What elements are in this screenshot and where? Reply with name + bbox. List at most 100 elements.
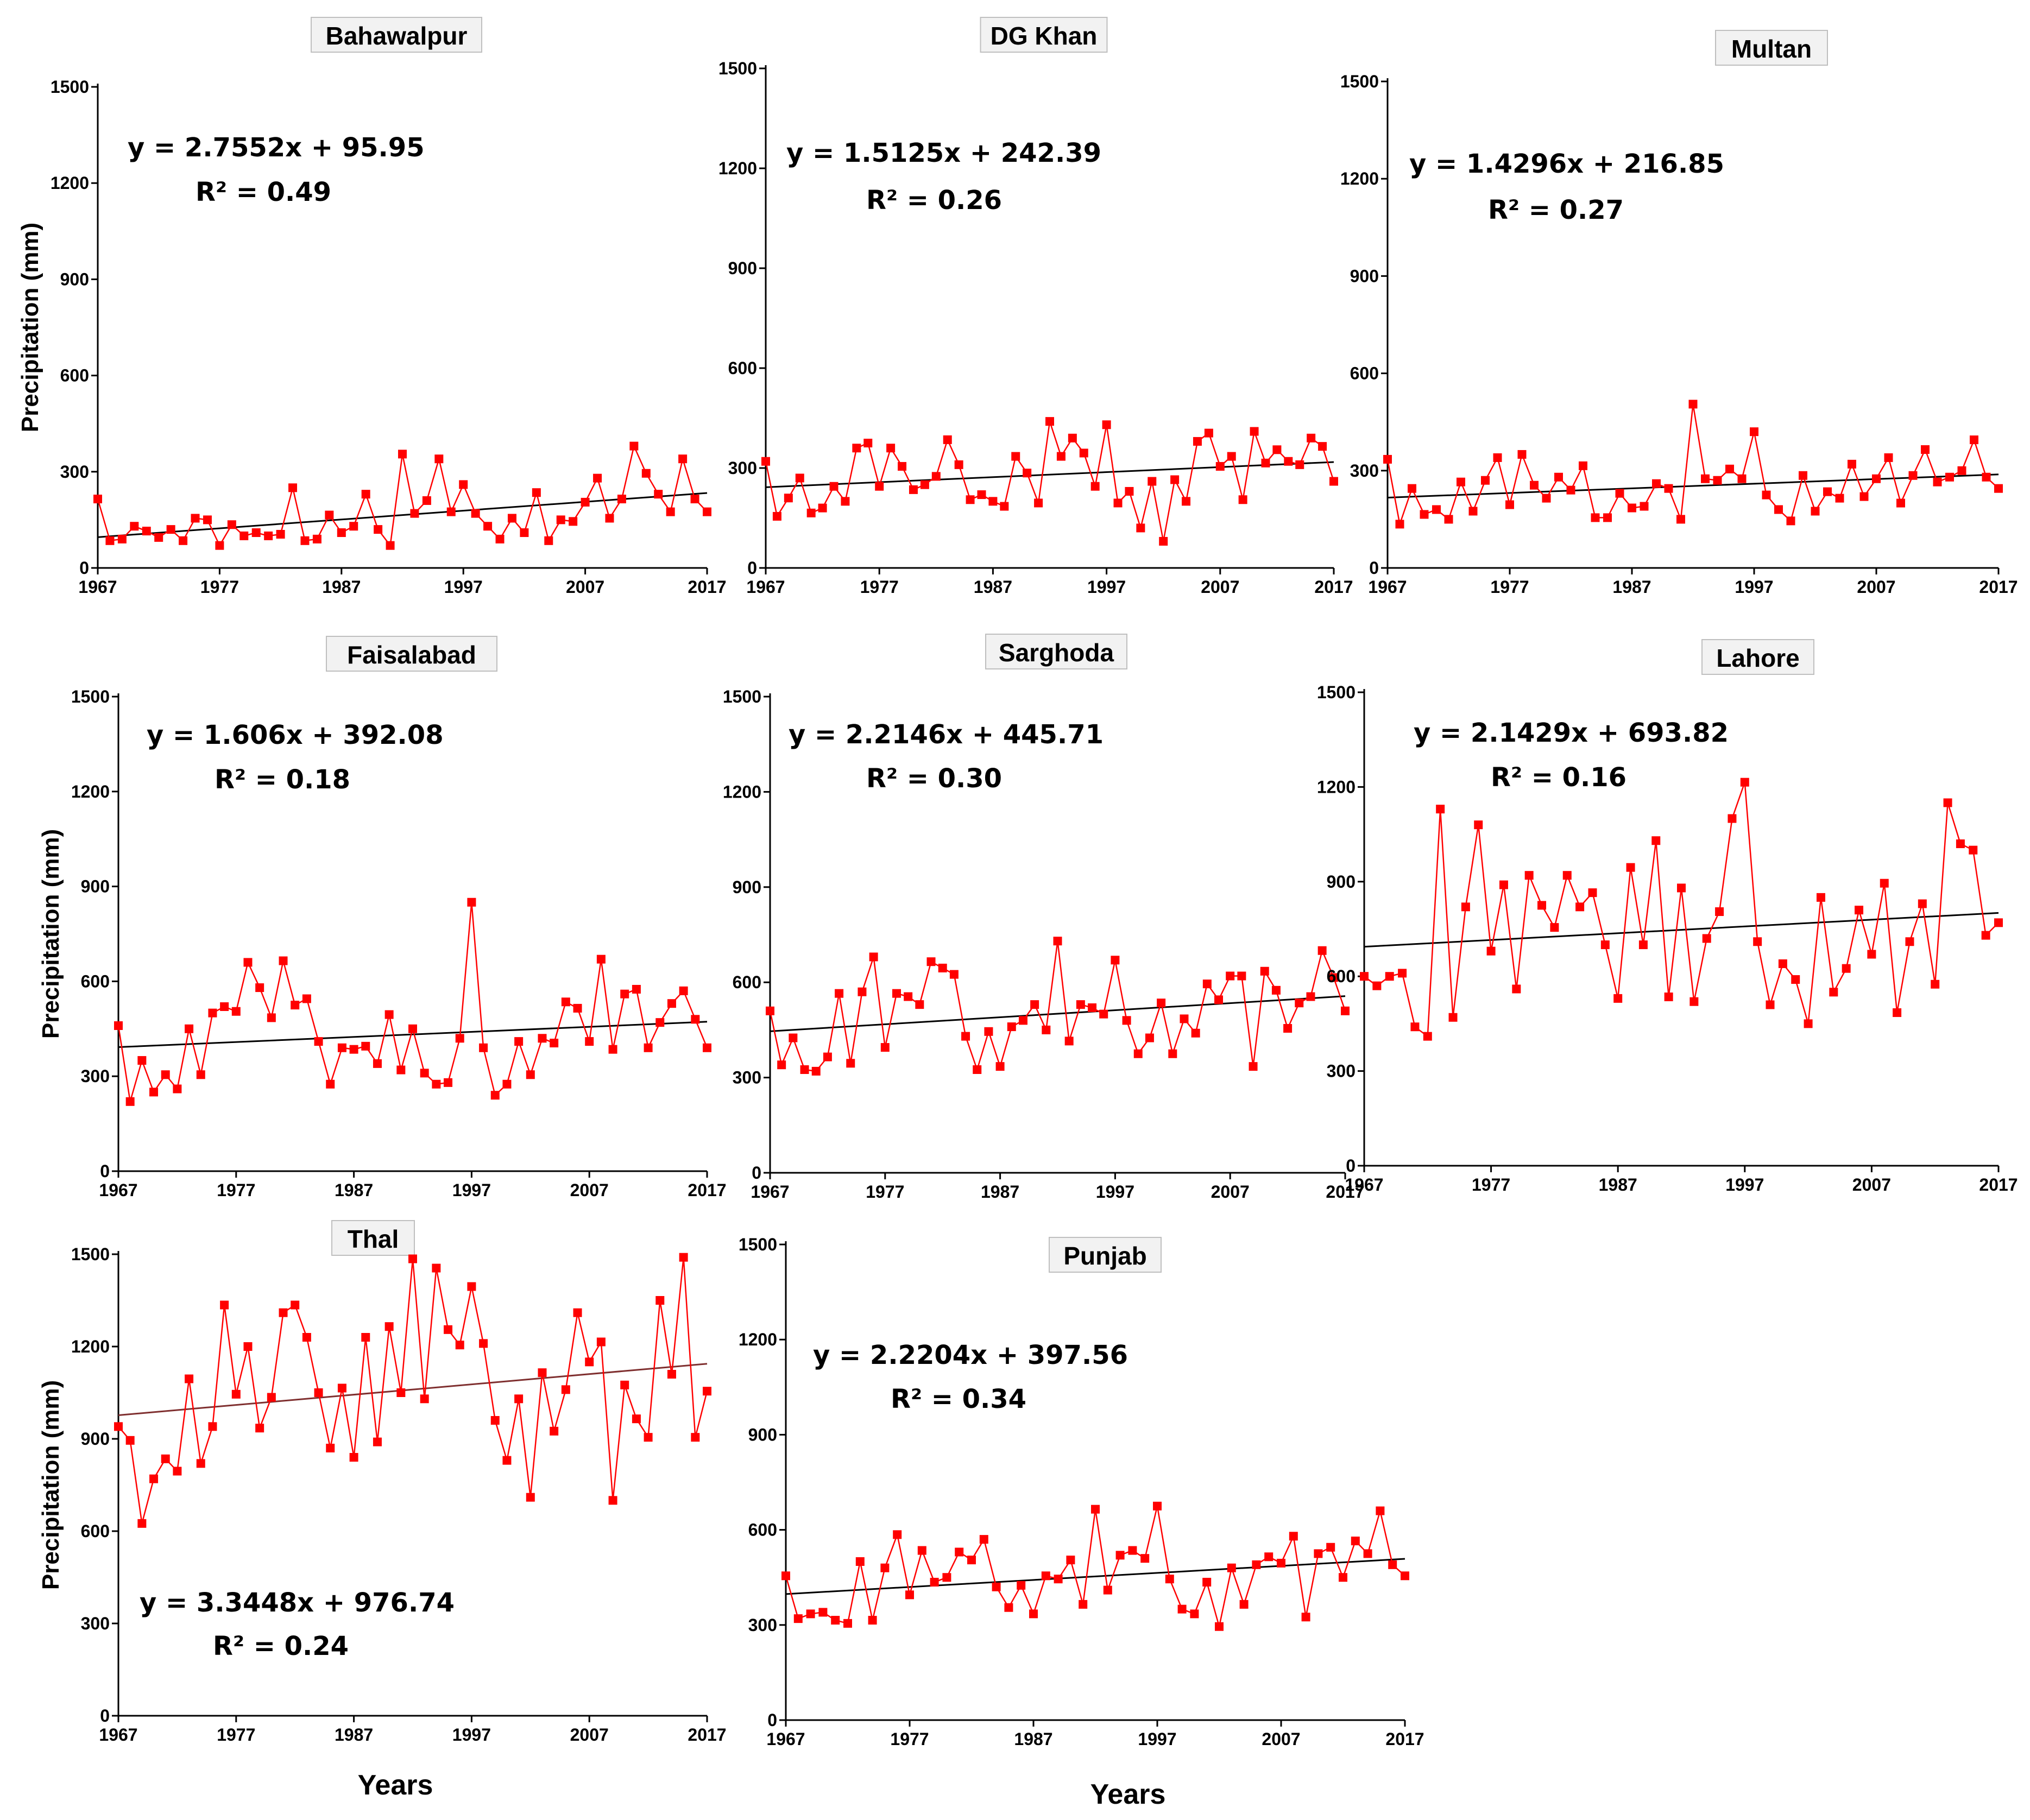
data-point: [1628, 503, 1636, 513]
trend-line: [765, 461, 1334, 488]
data-point: [125, 1097, 135, 1106]
data-point: [1799, 471, 1807, 480]
data-point: [1004, 1603, 1013, 1612]
data-point: [137, 1519, 147, 1528]
trend-line: [785, 1558, 1405, 1595]
data-point: [1054, 1575, 1063, 1584]
data-point: [573, 1003, 582, 1013]
x-tick-label: 2007: [1852, 1175, 1891, 1195]
data-point: [835, 989, 844, 998]
data-point: [1423, 1032, 1432, 1041]
data-point: [920, 480, 929, 489]
panel-lahore: Lahore 0 300 600 900 1200 1500 1967 1977 1987 1997…: [1317, 639, 2018, 1195]
data-point: [1481, 476, 1490, 485]
data-point: [1702, 934, 1711, 943]
data-point: [967, 1556, 976, 1565]
data-point: [1499, 880, 1508, 889]
data-point: [632, 1414, 641, 1424]
trend-equation: y = 2.1429x + 693.82: [1414, 718, 1729, 748]
trend-line: [118, 1021, 708, 1048]
x-tick-label: 1967: [766, 1729, 805, 1749]
data-point: [1099, 1009, 1108, 1019]
panel-title-box: [311, 17, 482, 53]
y-tick-label: 300: [748, 1615, 777, 1635]
x-tick-label: 2007: [570, 1725, 609, 1745]
data-point: [267, 1013, 276, 1022]
data-point: [288, 483, 298, 492]
data-point: [1261, 458, 1270, 467]
data-point: [1191, 1028, 1200, 1038]
data-point: [1011, 452, 1020, 461]
data-point: [1600, 940, 1610, 950]
data-point: [1762, 490, 1771, 500]
data-point: [1388, 1560, 1397, 1569]
y-tick-label: 1500: [51, 77, 89, 97]
data-point: [185, 1374, 194, 1383]
data-point: [220, 1300, 229, 1310]
data-point: [314, 1388, 323, 1397]
data-point: [279, 956, 288, 965]
data-point: [1053, 937, 1062, 946]
data-point: [396, 1065, 406, 1075]
data-point: [1804, 1019, 1813, 1028]
data-point: [829, 482, 839, 491]
data-point: [930, 1577, 939, 1587]
trend-equation: y = 2.2146x + 445.71: [789, 719, 1104, 750]
data-point: [644, 1043, 653, 1052]
data-point: [1957, 466, 1966, 475]
data-point: [938, 963, 947, 972]
data-point: [130, 522, 139, 531]
y-tick-label: 900: [1350, 266, 1379, 286]
y-tick-label: 600: [1350, 364, 1379, 383]
data-point: [349, 1453, 358, 1462]
data-point: [1848, 459, 1856, 469]
data-point: [988, 497, 998, 506]
data-point: [432, 1079, 441, 1089]
trend-line: [1387, 473, 1999, 498]
data-point: [1214, 995, 1224, 1004]
x-axis-label-left: Years: [358, 1770, 433, 1801]
y-tick-label: 300: [81, 1066, 110, 1086]
panel-title: Bahawalpur: [326, 22, 468, 50]
data-point: [384, 1010, 394, 1019]
data-point: [1829, 988, 1838, 997]
data-point: [137, 1056, 147, 1065]
data-point: [789, 1033, 798, 1042]
panel-punjab: Punjab 0 300 600 900 1200 1500 1967 1977 1987 1997…: [739, 1235, 1424, 1749]
data-point: [215, 541, 224, 550]
data-point: [173, 1084, 182, 1094]
data-point: [1272, 445, 1282, 454]
y-tick-label: 0: [767, 1710, 777, 1730]
x-tick-label: 2017: [1326, 1182, 1364, 1202]
data-point: [1023, 469, 1032, 478]
data-point: [1215, 462, 1225, 471]
data-point: [1284, 457, 1293, 466]
x-tick-label: 1997: [1096, 1182, 1134, 1202]
trend-equation: y = 1.5125x + 242.39: [786, 138, 1101, 168]
data-point: [868, 1616, 877, 1625]
data-point: [550, 1426, 559, 1436]
data-point: [556, 515, 565, 524]
data-point: [208, 1008, 217, 1018]
data-point: [361, 1333, 370, 1342]
x-tick-label: 1997: [1735, 577, 1773, 597]
data-point: [1740, 778, 1749, 787]
data-point: [514, 1037, 524, 1046]
data-point: [1474, 820, 1483, 830]
x-tick-label: 1977: [217, 1180, 255, 1200]
x-tick-label: 1987: [1014, 1729, 1052, 1749]
y-tick-label: 600: [81, 971, 110, 991]
data-point: [898, 462, 907, 471]
data-point: [1170, 475, 1180, 484]
data-point: [314, 1037, 323, 1046]
data-point: [1295, 460, 1304, 469]
x-tick-label: 1987: [1612, 577, 1651, 597]
data-point: [620, 1380, 629, 1389]
x-tick-label: 2017: [688, 1180, 726, 1200]
y-tick-label: 0: [100, 1161, 110, 1181]
data-point: [1823, 487, 1832, 496]
data-point: [1314, 1549, 1323, 1558]
x-tick-label: 2007: [1211, 1182, 1250, 1202]
data-point: [979, 1535, 988, 1544]
